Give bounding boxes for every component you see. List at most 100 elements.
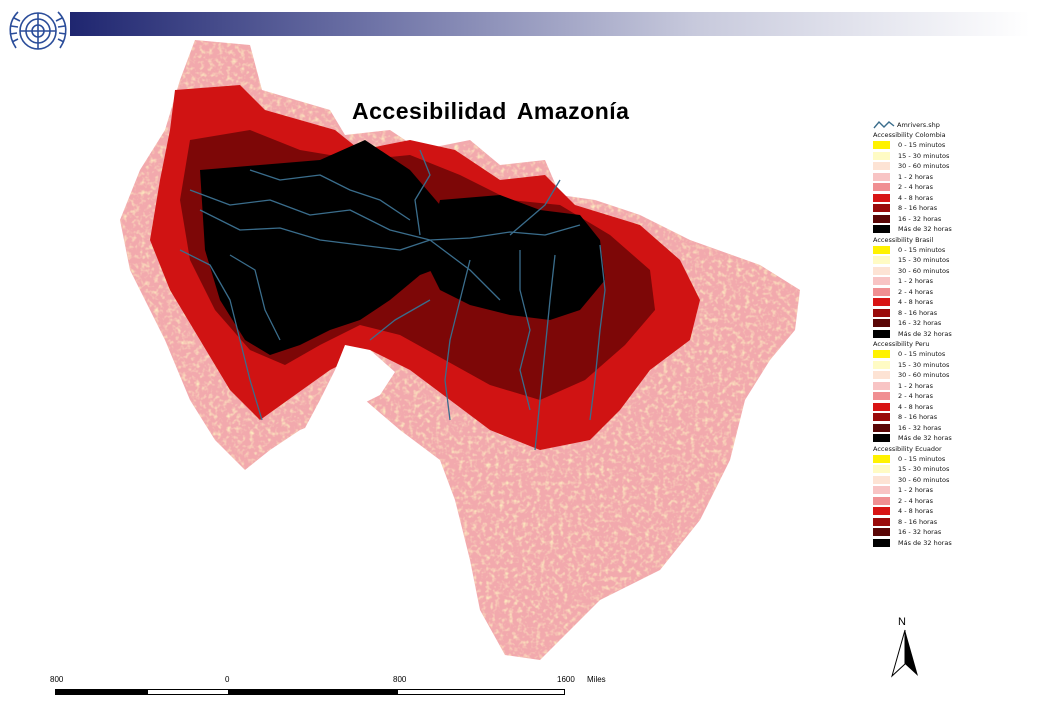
legend-swatch	[873, 381, 890, 390]
legend-swatch	[873, 193, 890, 202]
header-bar	[70, 12, 1030, 36]
scale-label: 0	[225, 675, 230, 684]
map-title: Accesibilidad Amazonía	[352, 98, 630, 124]
legend-item: 4 - 8 horas	[873, 506, 973, 517]
legend-item: 8 - 16 horas	[873, 308, 973, 319]
legend-swatch	[873, 413, 890, 422]
legend-item: 8 - 16 horas	[873, 517, 973, 528]
legend-item: 4 - 8 horas	[873, 402, 973, 413]
legend-group-title: Accessibility Colombia	[873, 131, 946, 139]
legend-item: 30 - 60 minutos	[873, 161, 973, 172]
legend-group-title: Accessibility Brasil	[873, 235, 934, 244]
legend-swatch	[873, 266, 890, 275]
legend-swatch	[873, 507, 890, 516]
legend-item: 16 - 32 horas	[873, 318, 973, 329]
legend-item-label: 1 - 2 horas	[898, 486, 933, 495]
map-legend: Amrivers.shp Accessibility Colombia 0 - 1…	[873, 120, 973, 548]
legend-item-label: 1 - 2 horas	[898, 172, 933, 181]
legend-swatch	[873, 214, 890, 223]
legend-swatch	[873, 371, 890, 380]
legend-item: 16 - 32 horas	[873, 214, 973, 225]
legend-item-label: 8 - 16 horas	[898, 517, 938, 526]
river-line-icon	[873, 120, 895, 129]
legend-item-label: 2 - 4 horas	[898, 183, 933, 192]
legend-item-label: 0 - 15 minutos	[898, 245, 946, 254]
legend-item-label: 0 - 15 minutos	[898, 141, 946, 150]
legend-swatch	[873, 350, 890, 359]
legend-item-label: 8 - 16 horas	[898, 204, 938, 213]
legend-item-label: 4 - 8 horas	[898, 507, 933, 516]
legend-item: 15 - 30 minutos	[873, 255, 973, 266]
legend-swatch	[873, 486, 890, 495]
legend-item: Más de 32 horas	[873, 433, 973, 444]
scale-bar: 800 0 800 1600 Miles	[45, 675, 625, 705]
region-remote-west	[200, 140, 470, 355]
legend-swatch	[873, 360, 890, 369]
legend-swatch	[873, 308, 890, 317]
legend-item-label: 8 - 16 horas	[898, 308, 938, 317]
legend-swatch	[873, 423, 890, 432]
legend-item: Más de 32 horas	[873, 224, 973, 235]
legend-item: 15 - 30 minutos	[873, 151, 973, 162]
legend-item-label: 30 - 60 minutos	[898, 266, 950, 275]
legend-item: 1 - 2 horas	[873, 381, 973, 392]
legend-rivers-label: Amrivers.shp	[897, 121, 940, 129]
legend-item: 1 - 2 horas	[873, 485, 973, 496]
legend-item: 8 - 16 horas	[873, 412, 973, 423]
legend-swatch	[873, 517, 890, 526]
legend-item: 30 - 60 minutos	[873, 370, 973, 381]
legend-swatch	[873, 319, 890, 328]
legend-item: 15 - 30 minutos	[873, 360, 973, 371]
legend-swatch	[873, 162, 890, 171]
legend-item: Más de 32 horas	[873, 538, 973, 549]
legend-swatch	[873, 225, 890, 234]
legend-swatch	[873, 465, 890, 474]
legend-swatch	[873, 329, 890, 338]
legend-item-label: 15 - 30 minutos	[898, 256, 950, 265]
legend-item-label: 30 - 60 minutos	[898, 162, 950, 171]
legend-swatch	[873, 204, 890, 213]
legend-item: 4 - 8 horas	[873, 193, 973, 204]
legend-swatch	[873, 475, 890, 484]
legend-item-label: 15 - 30 minutos	[898, 360, 950, 369]
scale-segment	[397, 689, 565, 695]
legend-item-label: Más de 32 horas	[898, 538, 952, 547]
legend-item: 2 - 4 horas	[873, 391, 973, 402]
un-emblem-icon	[9, 11, 67, 50]
scale-label: 800	[50, 675, 64, 684]
legend-swatch	[873, 256, 890, 265]
legend-item-label: 2 - 4 horas	[898, 287, 933, 296]
legend-item-label: 15 - 30 minutos	[898, 465, 950, 474]
legend-item-label: 16 - 32 horas	[898, 214, 942, 223]
legend-item-label: Más de 32 horas	[898, 329, 952, 338]
legend-group-title: Accessibility Peru	[873, 340, 930, 348]
legend-swatch	[873, 287, 890, 296]
legend-item: 2 - 4 horas	[873, 182, 973, 193]
legend-item: 1 - 2 horas	[873, 172, 973, 183]
legend-groups: Accessibility Colombia 0 - 15 minutos 15 -…	[873, 130, 973, 548]
region-gap	[305, 345, 395, 428]
legend-item-label: 1 - 2 horas	[898, 277, 933, 286]
legend-item: 2 - 4 horas	[873, 496, 973, 507]
legend-item: 0 - 15 minutos	[873, 349, 973, 360]
legend-item: 0 - 15 minutos	[873, 140, 973, 151]
scale-unit: Miles	[587, 675, 606, 684]
legend-swatch	[873, 183, 890, 192]
legend-swatch	[873, 528, 890, 537]
legend-rivers: Amrivers.shp	[873, 120, 973, 130]
legend-item: 16 - 32 horas	[873, 527, 973, 538]
legend-item-label: 0 - 15 minutos	[898, 454, 946, 463]
legend-swatch	[873, 245, 890, 254]
scale-segment	[55, 689, 147, 695]
scale-segment	[147, 689, 229, 695]
legend-swatch	[873, 434, 890, 443]
legend-swatch	[873, 496, 890, 505]
legend-item: 1 - 2 horas	[873, 276, 973, 287]
legend-group-title: Accessibility Ecuador	[873, 444, 942, 453]
legend-item: 4 - 8 horas	[873, 297, 973, 308]
legend-swatch	[873, 454, 890, 463]
legend-item-label: 15 - 30 minutos	[898, 151, 950, 160]
legend-swatch	[873, 151, 890, 160]
legend-item-label: Más de 32 horas	[898, 225, 952, 234]
